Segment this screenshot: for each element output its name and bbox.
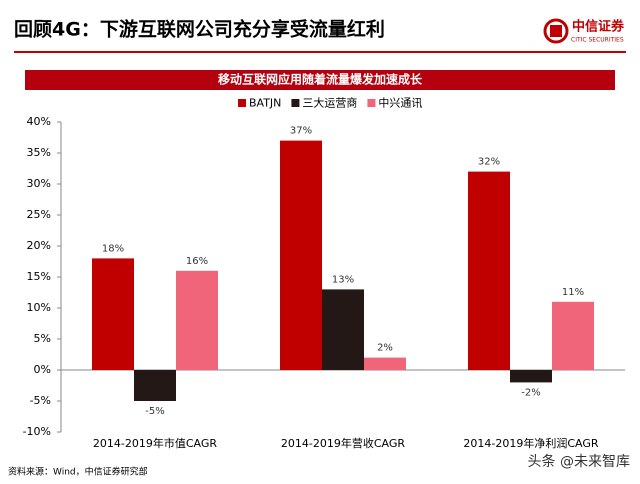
watermark: 头条 @未来智库 (528, 453, 630, 470)
logo-sub: CITIC SECURITIES (571, 37, 624, 44)
bar (552, 301, 594, 370)
source: 资料来源：Wind，中信证券研究部 (8, 466, 148, 478)
legend-swatch (238, 99, 246, 107)
value-label: 37% (290, 126, 312, 137)
x-tick-label: 2014-2019年营收CAGR (281, 436, 405, 450)
legend-label: 三大运营商 (302, 96, 357, 110)
page-title: 回顾4G：下游互联网公司充分享受流量红利 (14, 18, 385, 41)
legend-swatch (367, 99, 376, 107)
y-tick-label: 15% (27, 270, 51, 283)
value-label: -2% (521, 387, 540, 398)
logo-icon (543, 18, 569, 44)
legend-label: BATJN (249, 97, 281, 110)
bar (176, 270, 218, 370)
y-tick-label: 5% (34, 332, 51, 345)
y-tick-label: -10% (23, 425, 51, 438)
bar (280, 140, 322, 370)
value-label: 32% (478, 157, 500, 168)
logo-name: 中信证券 (572, 19, 625, 35)
value-label: -5% (145, 406, 164, 417)
value-label: 13% (332, 274, 354, 285)
y-tick-label: 25% (27, 208, 51, 221)
legend-label: 中兴通讯 (378, 97, 422, 110)
bar (322, 289, 364, 370)
bar (510, 370, 552, 383)
y-tick-label: -5% (30, 394, 51, 407)
chart-title: 移动互联网应用随着流量爆发加速成长 (218, 72, 423, 87)
value-label: 18% (102, 243, 124, 254)
x-tick-label: 2014-2019年市值CAGR (93, 436, 217, 450)
value-label: 11% (562, 287, 584, 298)
bar (364, 357, 406, 370)
bar (134, 370, 176, 401)
bar (92, 258, 134, 370)
logo-icon (550, 25, 562, 37)
value-label: 16% (186, 256, 208, 267)
x-tick-label: 2014-2019年净利润CAGR (463, 436, 598, 450)
value-label: 2% (377, 343, 393, 354)
y-tick-label: 20% (27, 239, 51, 252)
y-tick-label: 40% (27, 115, 51, 128)
legend-swatch (291, 99, 300, 107)
bar (468, 171, 510, 370)
y-tick-label: 35% (27, 146, 51, 159)
y-tick-label: 10% (27, 301, 51, 314)
y-tick-label: 0% (34, 363, 51, 376)
banner (25, 70, 615, 90)
y-tick-label: 30% (27, 177, 51, 190)
